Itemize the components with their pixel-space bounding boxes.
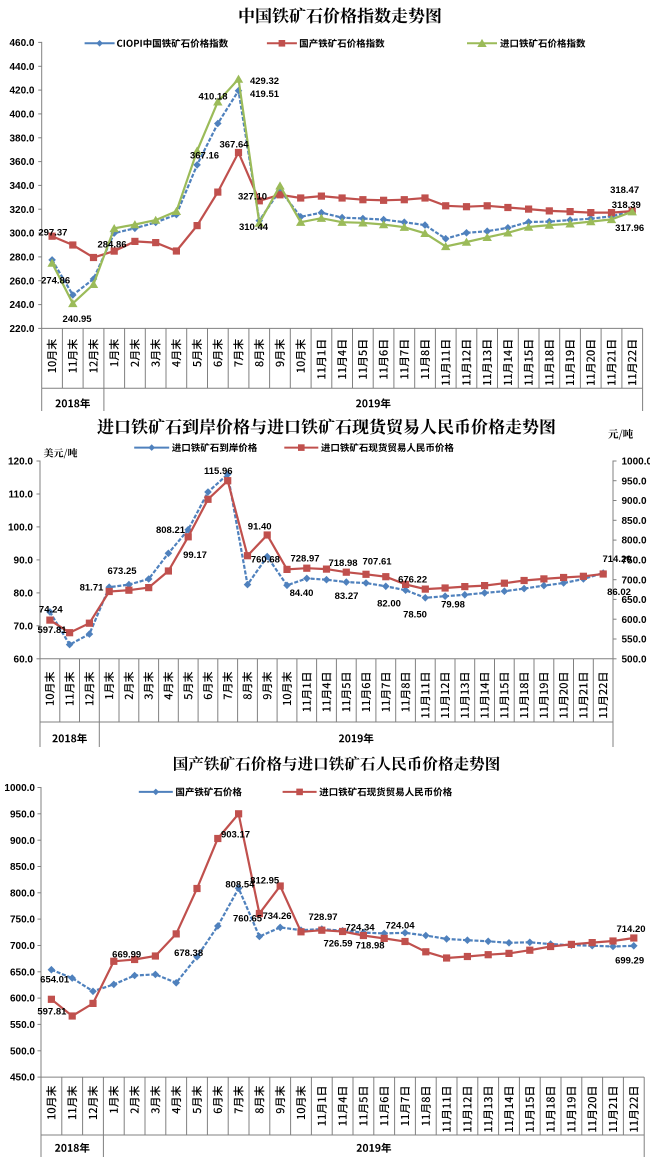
svg-text:317.96: 317.96	[615, 223, 644, 234]
svg-text:327.10: 327.10	[238, 191, 267, 202]
svg-text:220.0: 220.0	[9, 324, 34, 335]
svg-text:74.24: 74.24	[39, 605, 63, 616]
svg-text:718.98: 718.98	[328, 558, 357, 569]
svg-text:240.95: 240.95	[62, 314, 92, 325]
svg-text:728.97: 728.97	[290, 553, 319, 564]
svg-text:550.0: 550.0	[622, 635, 647, 646]
svg-text:800.0: 800.0	[622, 536, 647, 547]
svg-text:320.0: 320.0	[9, 205, 34, 216]
svg-text:410.18: 410.18	[198, 91, 227, 102]
svg-text:450.0: 450.0	[10, 1073, 35, 1084]
svg-text:676.22: 676.22	[398, 574, 427, 585]
svg-text:500.0: 500.0	[622, 654, 647, 665]
svg-text:260.0: 260.0	[9, 276, 34, 287]
svg-text:750.0: 750.0	[10, 915, 35, 926]
svg-text:300.0: 300.0	[9, 229, 34, 240]
svg-text:950.0: 950.0	[622, 476, 647, 487]
svg-text:318.39: 318.39	[612, 200, 641, 211]
svg-text:734.26: 734.26	[262, 911, 291, 922]
svg-text:597.81: 597.81	[37, 625, 67, 636]
svg-text:380.0: 380.0	[9, 133, 34, 144]
svg-text:310.44: 310.44	[239, 222, 269, 233]
svg-text:429.32: 429.32	[250, 76, 279, 87]
svg-text:284.86: 284.86	[97, 239, 126, 250]
svg-text:760.65: 760.65	[233, 913, 263, 924]
svg-text:808.54: 808.54	[225, 879, 255, 890]
svg-text:654.01: 654.01	[40, 975, 70, 986]
svg-text:707.61: 707.61	[362, 556, 392, 567]
svg-text:700.0: 700.0	[10, 941, 35, 952]
svg-text:367.16: 367.16	[190, 150, 219, 161]
svg-text:440.0: 440.0	[9, 62, 34, 73]
svg-text:903.17: 903.17	[221, 830, 250, 841]
svg-text:86.02: 86.02	[607, 587, 631, 598]
svg-text:900.0: 900.0	[10, 836, 35, 847]
svg-text:728.97: 728.97	[308, 912, 337, 923]
svg-text:700.0: 700.0	[622, 575, 647, 586]
svg-text:420.0: 420.0	[9, 86, 34, 97]
svg-text:82.00: 82.00	[377, 598, 401, 609]
svg-text:800.0: 800.0	[10, 888, 35, 899]
svg-text:460.0: 460.0	[9, 38, 34, 49]
svg-text:91.40: 91.40	[248, 522, 272, 533]
svg-text:650.0: 650.0	[10, 967, 35, 978]
svg-text:724.04: 724.04	[385, 920, 415, 931]
svg-text:500.0: 500.0	[10, 1046, 35, 1057]
svg-text:79.98: 79.98	[441, 599, 465, 610]
svg-text:726.59: 726.59	[323, 939, 352, 950]
svg-text:110.0: 110.0	[9, 490, 34, 501]
svg-text:714.20: 714.20	[616, 924, 645, 935]
svg-text:650.0: 650.0	[622, 595, 647, 606]
svg-text:84.40: 84.40	[290, 588, 314, 599]
svg-text:1000.0: 1000.0	[4, 783, 35, 794]
svg-text:678.38: 678.38	[174, 948, 203, 959]
svg-text:900.0: 900.0	[622, 496, 647, 507]
svg-text:340.0: 340.0	[9, 181, 34, 192]
svg-text:673.25: 673.25	[107, 566, 137, 577]
svg-text:83.27: 83.27	[335, 591, 359, 602]
svg-text:81.71: 81.71	[80, 582, 104, 593]
svg-text:808.21: 808.21	[156, 525, 186, 536]
svg-text:318.47: 318.47	[610, 185, 639, 196]
svg-text:812.95: 812.95	[250, 876, 280, 887]
svg-text:718.98: 718.98	[355, 940, 384, 951]
svg-text:714.20: 714.20	[602, 554, 631, 565]
svg-text:597.81: 597.81	[37, 1006, 67, 1017]
svg-text:120.0: 120.0	[8, 457, 33, 468]
svg-text:950.0: 950.0	[10, 809, 35, 820]
svg-text:750.0: 750.0	[622, 556, 647, 567]
svg-text:70.0: 70.0	[14, 621, 34, 632]
svg-text:419.51: 419.51	[250, 89, 280, 100]
svg-text:240.0: 240.0	[9, 300, 34, 311]
svg-text:550.0: 550.0	[10, 1020, 35, 1031]
svg-text:699.29: 699.29	[615, 955, 644, 966]
svg-text:99.17: 99.17	[183, 550, 207, 561]
svg-text:1000.0: 1000.0	[622, 457, 650, 468]
svg-text:400.0: 400.0	[9, 110, 34, 121]
svg-text:760.68: 760.68	[251, 554, 280, 565]
svg-text:280.0: 280.0	[9, 253, 34, 264]
svg-text:60.0: 60.0	[14, 654, 34, 665]
svg-text:850.0: 850.0	[622, 516, 647, 527]
svg-text:80.0: 80.0	[14, 589, 34, 600]
svg-text:100.0: 100.0	[8, 523, 33, 534]
svg-text:115.96: 115.96	[204, 466, 233, 477]
svg-text:78.50: 78.50	[403, 609, 427, 620]
svg-text:600.0: 600.0	[622, 615, 647, 626]
svg-text:297.37: 297.37	[38, 228, 67, 239]
svg-text:850.0: 850.0	[10, 862, 35, 873]
svg-text:669.99: 669.99	[112, 950, 141, 961]
svg-text:724.34: 724.34	[345, 922, 375, 933]
svg-text:600.0: 600.0	[10, 994, 35, 1005]
svg-text:274.86: 274.86	[41, 275, 70, 286]
svg-text:367.64: 367.64	[219, 139, 249, 150]
svg-text:360.0: 360.0	[9, 157, 34, 168]
svg-text:90.0: 90.0	[14, 556, 34, 567]
